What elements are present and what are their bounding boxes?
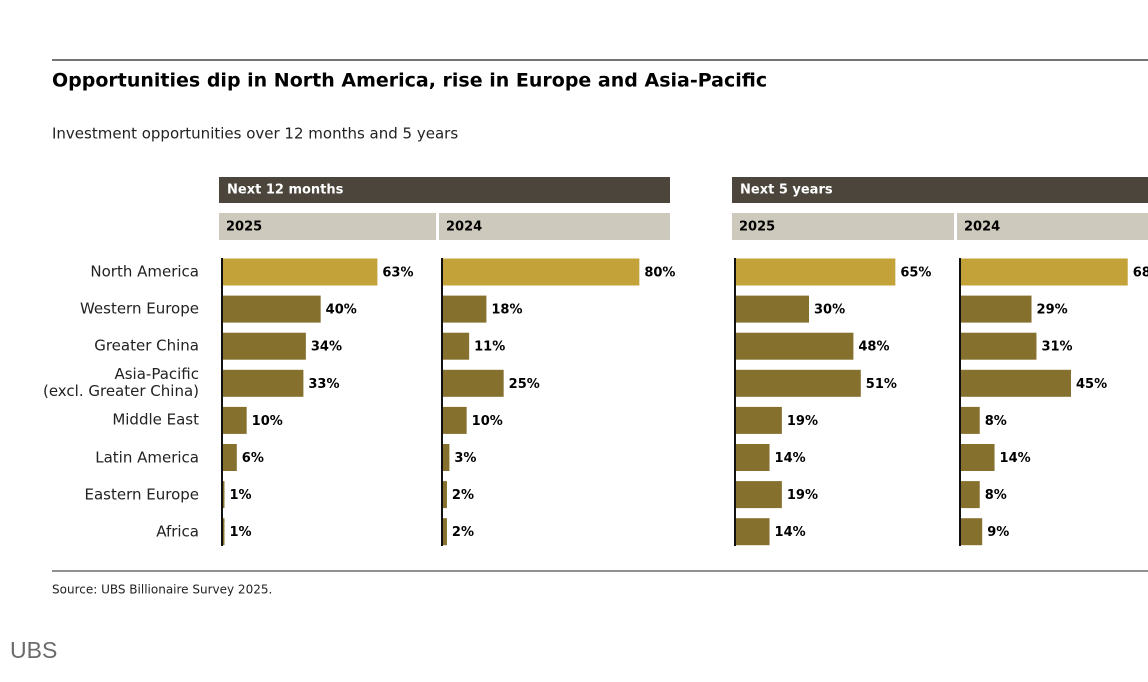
bar (222, 518, 225, 546)
bar (735, 332, 854, 360)
value-label: 1% (229, 488, 251, 503)
bar (960, 369, 1071, 397)
value-label: 29% (1037, 303, 1068, 318)
bar (442, 444, 450, 471)
panel-title: Next 12 months (227, 183, 344, 198)
value-label: 11% (474, 340, 505, 355)
bar (442, 258, 640, 286)
value-label: 25% (509, 377, 540, 392)
bar (222, 369, 304, 397)
bar (960, 481, 980, 509)
value-label: 10% (252, 414, 283, 429)
bar (442, 406, 467, 434)
series-header (957, 213, 1148, 240)
bar (735, 258, 896, 286)
source-note: Source: UBS Billionaire Survey 2025. (52, 583, 272, 597)
value-label: 8% (985, 414, 1007, 429)
value-label: 14% (1000, 451, 1031, 466)
bar (222, 406, 247, 434)
value-label: 19% (787, 414, 818, 429)
bar (442, 518, 447, 546)
value-label: 65% (900, 266, 931, 281)
bar (735, 518, 770, 546)
value-label: 63% (382, 266, 413, 281)
bar (960, 406, 980, 434)
bar (222, 295, 321, 323)
series-name: 2024 (964, 220, 1000, 235)
series-header (732, 213, 954, 240)
value-label: 48% (858, 340, 889, 355)
chart-subtitle: Investment opportunities over 12 months … (52, 125, 458, 143)
value-label: 8% (985, 488, 1007, 503)
panel-header (732, 177, 1148, 203)
bar (442, 332, 470, 360)
bar (735, 481, 782, 509)
value-label: 33% (308, 377, 339, 392)
bar (735, 295, 809, 323)
value-label: 6% (242, 451, 264, 466)
chart-title: Opportunities dip in North America, rise… (52, 70, 767, 92)
panel-header (219, 177, 670, 203)
bar (960, 258, 1128, 286)
bar (960, 518, 983, 546)
category-label: North America (90, 262, 199, 281)
category-label: Africa (156, 522, 199, 541)
bar (960, 295, 1032, 323)
series-name: 2025 (739, 220, 775, 235)
bar (735, 444, 770, 471)
bar (735, 369, 861, 397)
category-label: Western Europe (79, 299, 199, 318)
bar (222, 481, 225, 509)
panel-title: Next 5 years (740, 183, 833, 198)
bar (222, 444, 237, 471)
series-header (439, 213, 670, 240)
value-label: 14% (775, 525, 806, 540)
series-name: 2025 (226, 220, 262, 235)
value-label: 10% (472, 414, 503, 429)
value-label: 18% (491, 303, 522, 318)
value-label: 14% (775, 451, 806, 466)
category-label: Middle East (112, 410, 199, 429)
value-label: 3% (454, 451, 476, 466)
value-label: 2% (452, 525, 474, 540)
value-label: 30% (814, 303, 845, 318)
category-label: Greater China (94, 336, 199, 355)
value-label: 9% (987, 525, 1009, 540)
value-label: 68% (1133, 266, 1148, 281)
series-name: 2024 (446, 220, 482, 235)
value-label: 45% (1076, 377, 1107, 392)
value-label: 1% (229, 525, 251, 540)
bar (960, 332, 1037, 360)
value-label: 80% (644, 266, 675, 281)
bar (222, 258, 378, 286)
bar (222, 332, 306, 360)
value-label: 19% (787, 488, 818, 503)
value-label: 40% (326, 303, 357, 318)
value-label: 31% (1041, 340, 1072, 355)
brand: UBS (10, 637, 57, 663)
value-label: 2% (452, 488, 474, 503)
category-label: Asia-Pacific (excl. Greater China) (42, 365, 199, 401)
category-label: Eastern Europe (84, 485, 199, 504)
bar (735, 406, 782, 434)
series-header (219, 213, 436, 240)
value-label: 34% (311, 340, 342, 355)
bar (960, 444, 995, 471)
category-label: Latin America (95, 448, 199, 466)
bar (442, 295, 487, 323)
bar (442, 369, 504, 397)
bar (442, 481, 447, 509)
value-label: 51% (866, 377, 897, 392)
